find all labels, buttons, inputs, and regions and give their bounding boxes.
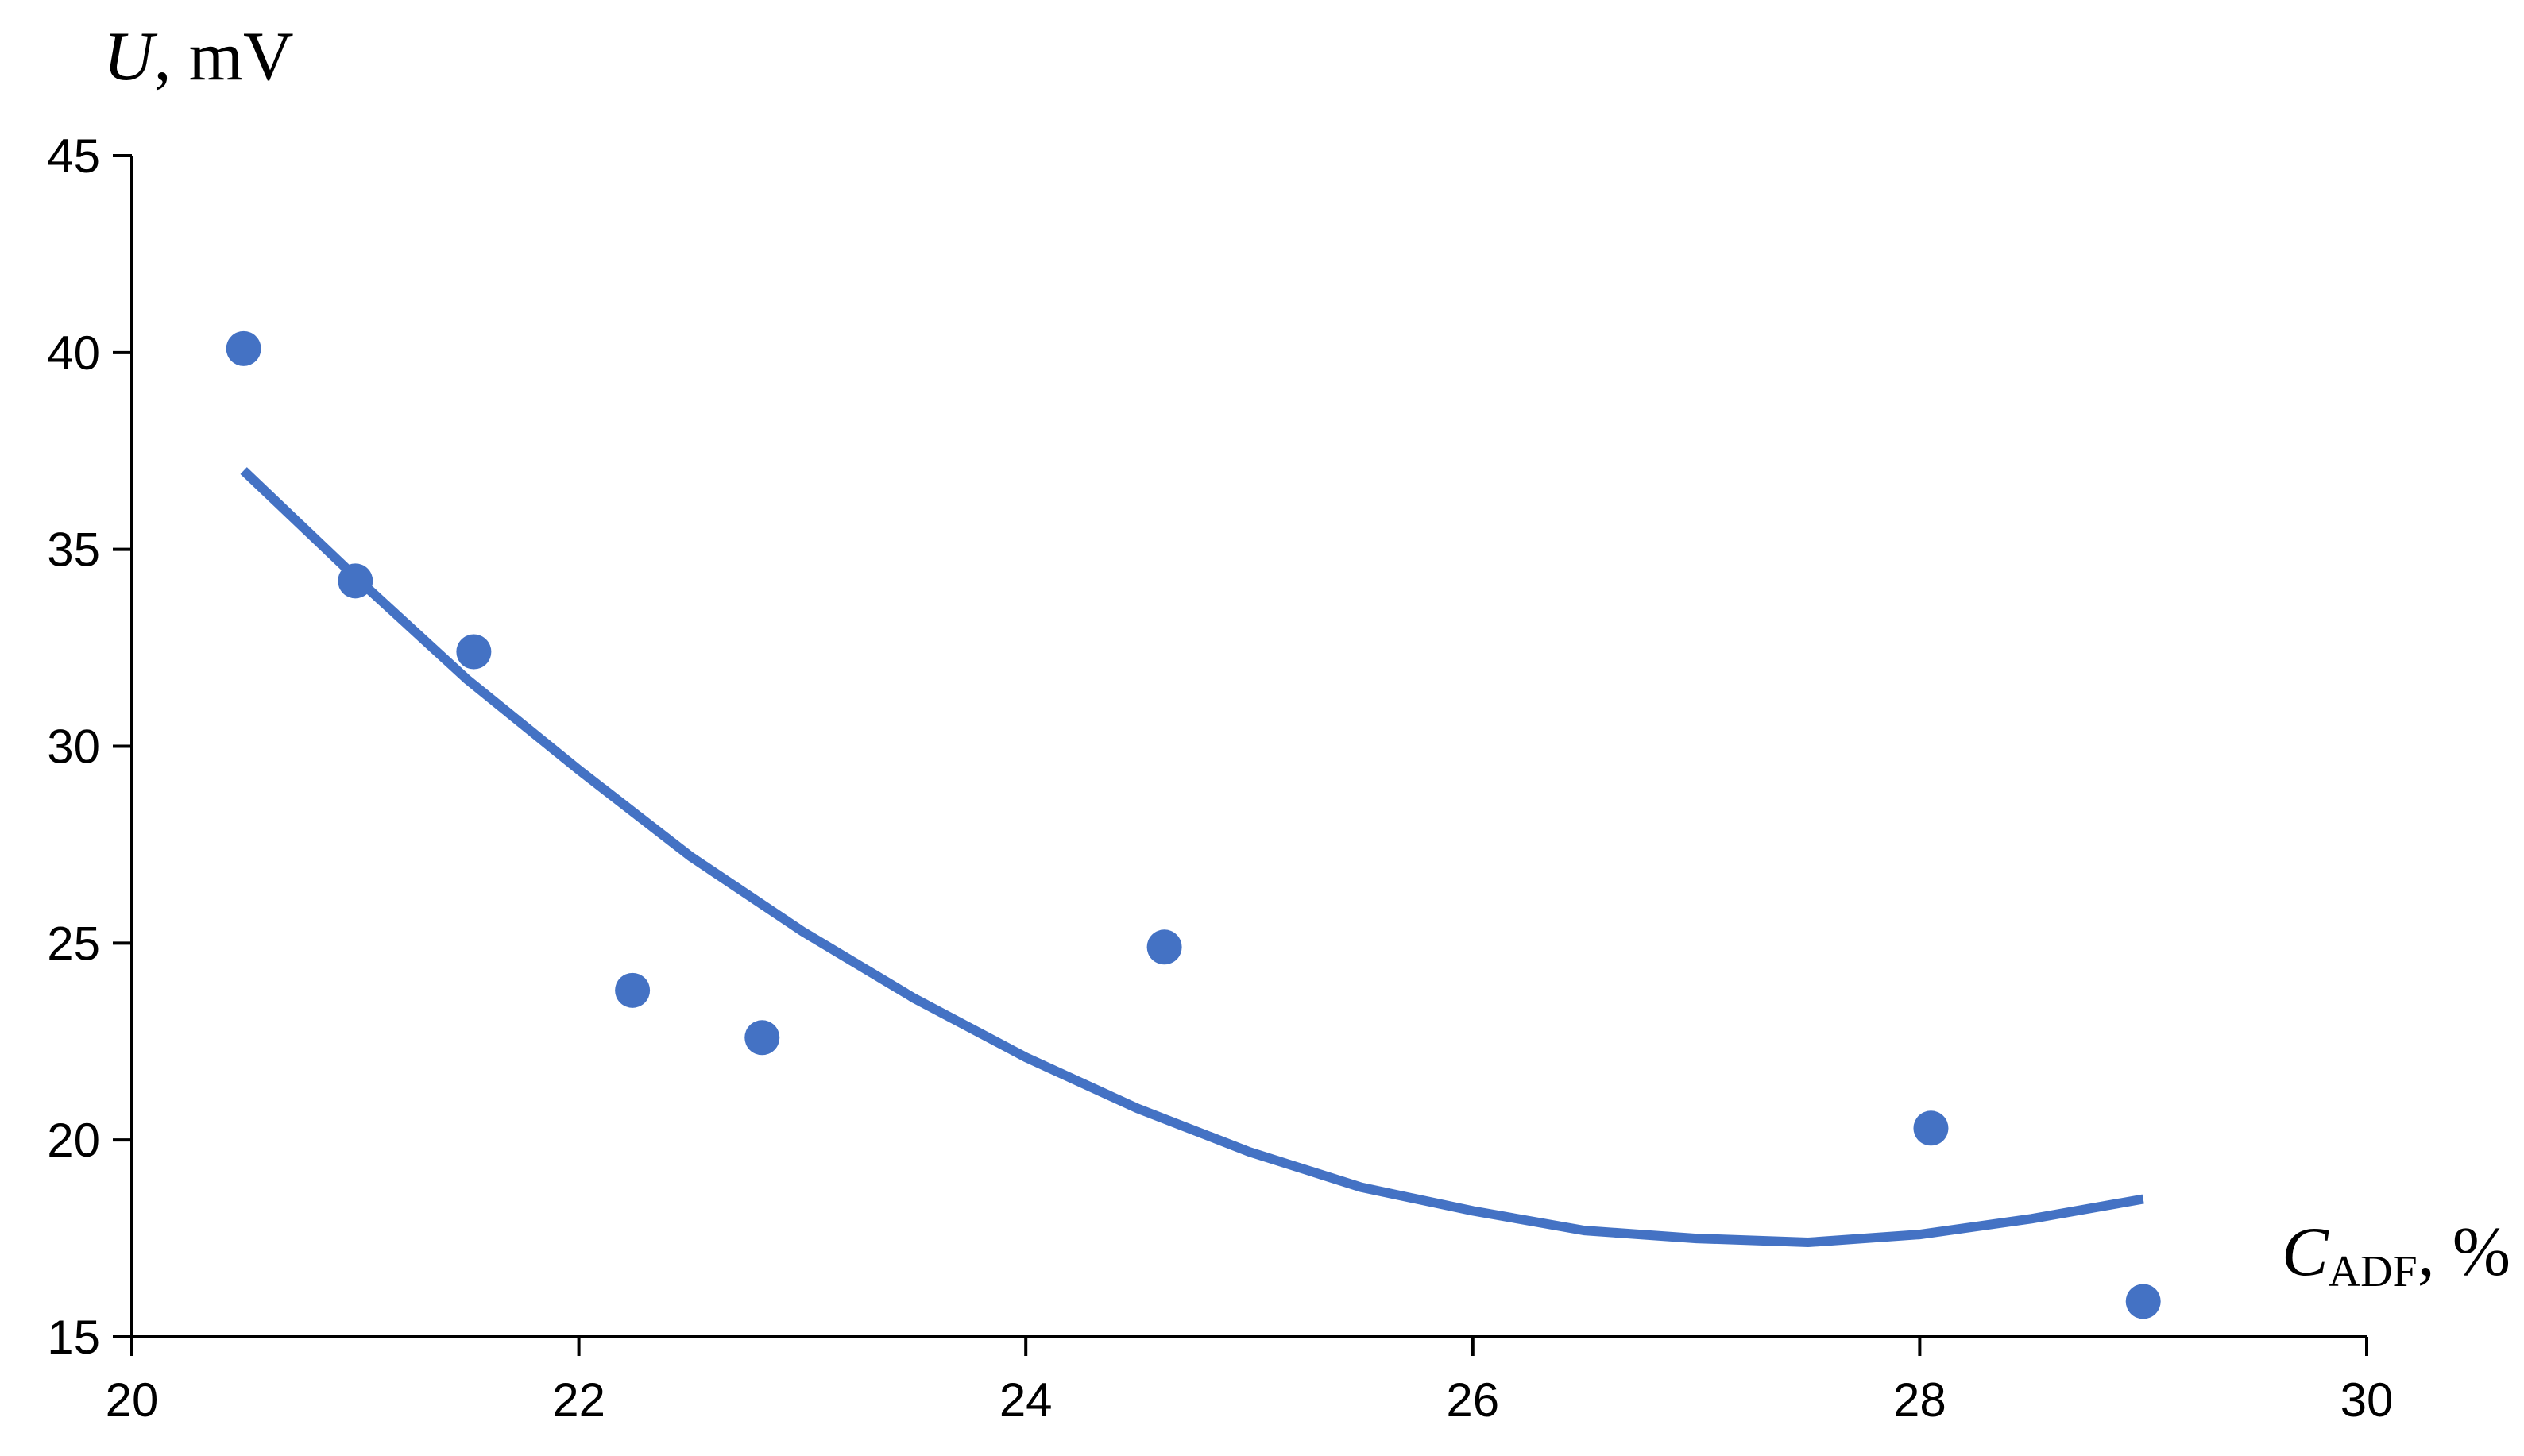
y-tick-label: 30: [47, 720, 100, 774]
data-point: [1913, 1110, 1949, 1146]
x-tick-label: 22: [552, 1373, 605, 1427]
data-point: [615, 972, 651, 1008]
x-tick-label: 30: [2340, 1373, 2394, 1427]
y-label-symbol: U: [103, 18, 158, 95]
x-tick-label: 20: [106, 1373, 159, 1427]
x-tick-label: 28: [1893, 1373, 1946, 1427]
y-tick-label: 40: [47, 326, 100, 380]
data-point: [2125, 1284, 2161, 1319]
y-axis-label: U, mV: [103, 18, 294, 95]
y-tick-label: 25: [47, 917, 100, 970]
data-point: [226, 330, 261, 366]
y-tick-label: 45: [47, 129, 100, 183]
trend-line: [240, 467, 2144, 1248]
data-point: [338, 563, 373, 599]
x-tick-label: 26: [1446, 1373, 1499, 1427]
y-label-unit: , mV: [154, 18, 294, 95]
y-tick-label: 35: [47, 523, 100, 577]
y-tick-label: 20: [47, 1114, 100, 1167]
x-tick-label: 24: [999, 1373, 1053, 1427]
data-point: [1146, 929, 1182, 965]
x-label-symbol: C: [2282, 1214, 2329, 1291]
data-point: [456, 634, 492, 670]
x-axis-label: CADF, %: [2282, 1214, 2510, 1296]
x-label-unit: , %: [2418, 1214, 2510, 1291]
y-tick-label: 15: [47, 1311, 100, 1364]
x-label-subscript: ADF: [2329, 1247, 2418, 1296]
data-point: [744, 1020, 780, 1056]
